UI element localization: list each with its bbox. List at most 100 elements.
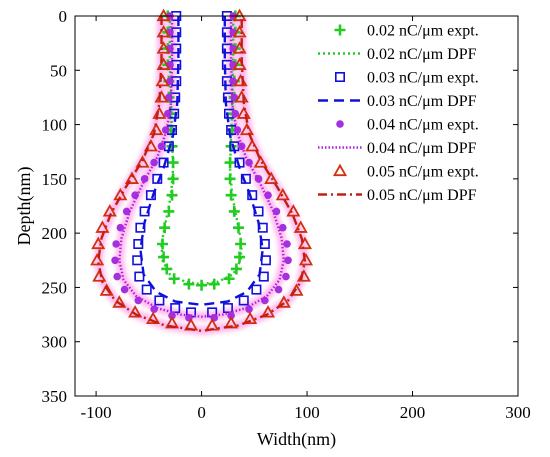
y-tick-label: 350 [42,387,68,406]
data-point [183,278,195,290]
y-tick-label: 150 [42,170,68,189]
data-point [237,142,246,151]
data-point [230,263,242,275]
axes-frame [74,15,519,397]
data-point [275,187,290,201]
data-point [165,93,173,102]
data-point [297,236,312,250]
legend-label: 0.02 nC/μm expt. [367,23,479,40]
legend-label: 0.04 nC/μm DPF [367,140,477,157]
data-point [141,284,152,295]
legend-swatch [334,24,346,36]
data-point [243,311,258,325]
legend-label: 0.05 nC/μm expt. [367,164,479,181]
data-point [238,295,249,306]
data-point [112,240,120,248]
data-point [245,158,253,167]
data-point [111,256,119,265]
y-tick-label: 50 [50,61,67,80]
axis-ticks: -100 0 100 200 300 0 50 100 150 200 250 300 350 [42,7,531,422]
legend-swatch [334,72,345,83]
data-point [149,122,164,136]
y-tick-label: 250 [42,278,68,297]
data-point [232,24,247,38]
data-point [264,171,279,184]
data-point [231,109,240,118]
data-point [233,126,242,134]
data-point [251,284,262,295]
series-line [160,16,243,286]
legend-item: 0.02 nC/μm DPF [318,46,477,63]
data-point [264,191,272,199]
legend: 0.02 nC/μm expt. 0.02 nC/μm DPF 0.03 nC/μm… [318,23,479,204]
series-1 [160,16,243,286]
data-point [276,295,291,308]
data-point [247,190,258,201]
data-point [134,271,145,282]
legend-item: 0.02 nC/μm expt. [334,23,479,40]
data-point [284,256,292,265]
data-point [232,8,247,22]
legend-label: 0.04 nC/μm expt. [367,117,479,134]
x-tick-label: 100 [294,403,320,422]
data-point [298,252,314,266]
data-point [196,279,208,291]
y-tick-label: 0 [59,7,68,26]
data-point [232,41,247,54]
data-point [258,271,269,282]
data-point [113,187,128,201]
data-point [150,305,158,313]
data-point [157,142,166,151]
data-point [146,311,161,325]
data-point [234,251,246,263]
series-5 [118,16,285,318]
data-point [116,223,125,232]
data-point [286,204,301,217]
legend-item: 0.05 nC/μm DPF [318,187,477,204]
y-tick-label: 300 [42,333,68,352]
data-point [293,220,308,233]
x-tick-label: 300 [505,403,531,422]
data-point [131,191,139,199]
legend-item: 0.04 nC/μm DPF [318,140,477,157]
legend-item: 0.05 nC/μm expt. [332,164,479,181]
series-7 [97,16,307,333]
data-point [239,122,254,136]
data-point [260,305,276,318]
x-tick-label: 0 [197,403,206,422]
legend-label: 0.03 nC/μm expt. [367,70,479,87]
data-point [154,295,165,306]
legend-label: 0.05 nC/μm DPF [367,187,477,204]
data-point [261,296,269,305]
data-point [135,155,150,168]
data-point [278,223,287,232]
data-point [145,190,156,201]
data-point [274,285,283,294]
data-point [156,41,171,54]
legend-item: 0.03 nC/μm DPF [318,93,477,110]
x-tick-label: -100 [81,403,112,422]
data-point [99,283,114,296]
data-point [282,272,290,281]
data-point [91,236,106,250]
data-point [122,207,131,216]
data-point [90,252,105,266]
data-point [156,24,171,38]
y-axis-title: Depth(nm) [14,167,35,246]
data-point [253,155,268,168]
y-tick-label: 100 [42,116,68,135]
data-point [124,171,140,184]
legend-label: 0.03 nC/μm DPF [367,93,477,110]
data-point [222,303,233,314]
y-tick-label: 200 [42,224,68,243]
data-point [245,305,253,313]
data-point [161,126,170,134]
plot-area [90,8,314,336]
legend-item: 0.03 nC/μm expt. [334,70,479,87]
data-point [133,239,144,250]
data-point [120,285,129,294]
data-point [134,296,143,305]
data-point [156,57,171,70]
data-point [113,272,121,281]
